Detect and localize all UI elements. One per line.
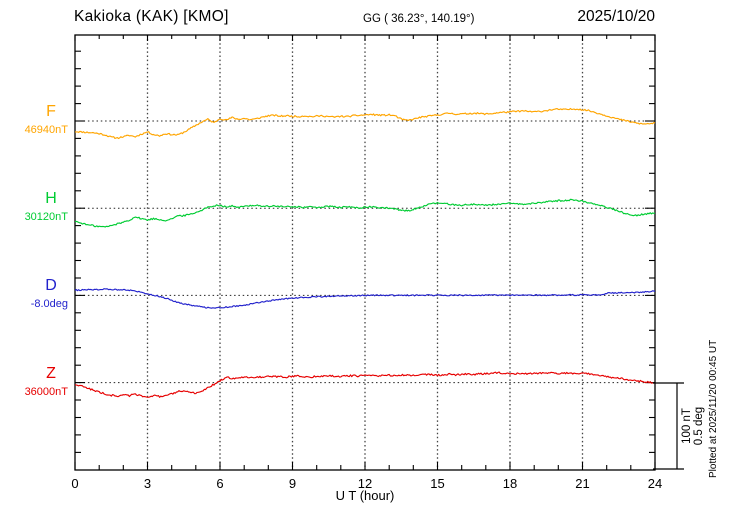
grid-layer — [75, 35, 655, 470]
x-tick-label-0: 0 — [71, 476, 79, 491]
channel-baseline-value-F: 46940nT — [24, 124, 68, 136]
trace-layer — [74, 107, 656, 398]
channel-baseline-value-H: 30120nT — [24, 211, 68, 224]
trace-H — [74, 198, 656, 228]
channel-baseline-value-Z: 36000nT — [24, 385, 68, 398]
channel-baseline-value-D: -8.0deg — [30, 298, 68, 311]
plotted-at-note: Plotted at 2025/11/20 00:45 UT — [708, 340, 719, 478]
x-tick-label-15: 15 — [430, 476, 445, 491]
trace-F — [75, 107, 656, 140]
trace-Z — [74, 371, 656, 398]
channel-letter-Z: Z — [46, 364, 56, 382]
x-tick-label-12: 12 — [357, 476, 373, 491]
plot-date: 2025/10/20 — [577, 8, 655, 25]
station-title: Kakioka (KAK) [KMO] — [74, 8, 229, 25]
scale-bar-bracket — [653, 382, 684, 470]
channel-letter-H: H — [45, 190, 57, 208]
channel-letter-F: F — [46, 103, 56, 120]
x-tick-label-18: 18 — [502, 476, 518, 491]
x-tick-label-21: 21 — [575, 476, 590, 491]
axis-layer — [74, 34, 656, 471]
geographic-coordinates: GG ( 36.23°, 140.19°) — [363, 13, 475, 25]
scale-bar-nt-label: 100 nT — [681, 408, 693, 444]
x-tick-label-24: 24 — [647, 476, 663, 491]
x-tick-label-3: 3 — [143, 476, 152, 491]
x-tick-label-6: 6 — [216, 476, 224, 491]
scale-bar-deg-label: 0.5 deg — [693, 407, 705, 445]
scale-bar: 100 nT 0.5 deg — [653, 382, 705, 470]
x-axis-title: U T (hour) — [335, 488, 395, 503]
trace-D — [74, 288, 656, 309]
channel-letter-D: D — [45, 277, 57, 295]
x-tick-label-9: 9 — [288, 476, 297, 491]
